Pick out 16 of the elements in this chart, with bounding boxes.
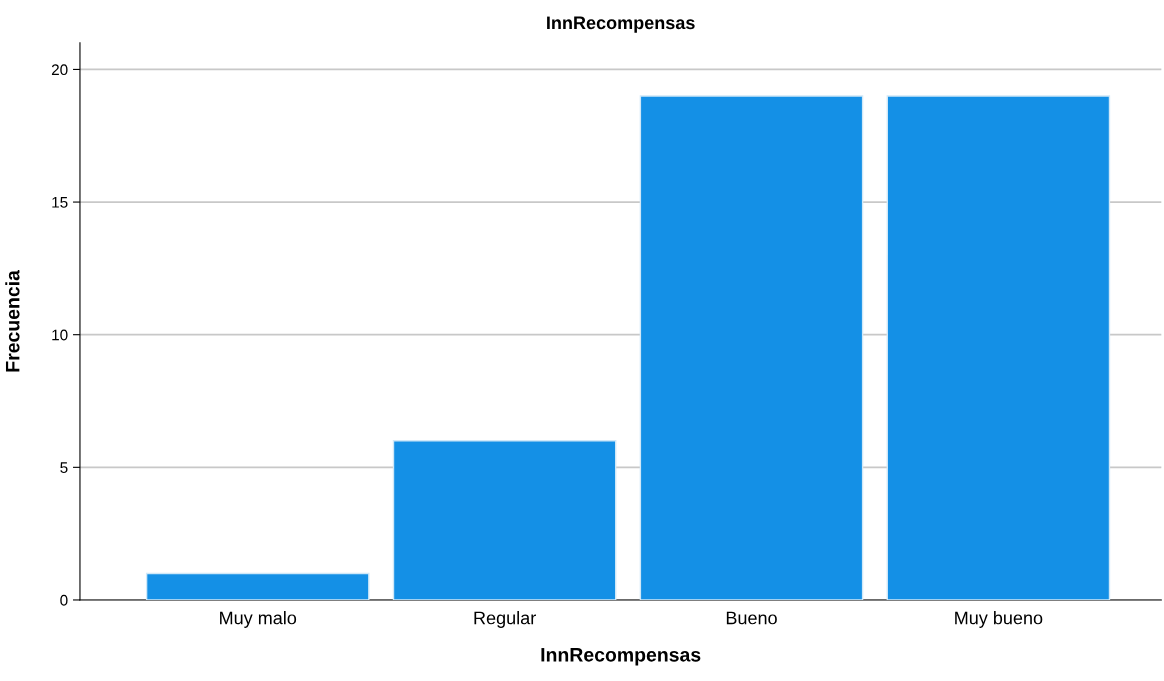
bar [145,572,370,600]
x-tick-label: Muy bueno [955,611,1043,628]
y-tick-label: 10 [52,329,68,341]
y-tick-label: 0 [60,594,68,606]
y-axis-title: Frecuencia [5,269,20,372]
x-tick-label: Muy malo [220,611,297,628]
x-tick-label: Bueno [726,611,777,625]
bar [392,440,617,600]
bar [639,95,864,600]
y-tick-label: 15 [52,197,68,208]
x-tick-label: Regular [474,611,536,628]
bar [886,95,1111,600]
x-axis-title: InnRecompensas [541,648,701,666]
y-tick-label: 20 [51,64,68,76]
y-tick-label: 5 [60,462,68,474]
chart-title: InnRecompensas [547,16,695,33]
